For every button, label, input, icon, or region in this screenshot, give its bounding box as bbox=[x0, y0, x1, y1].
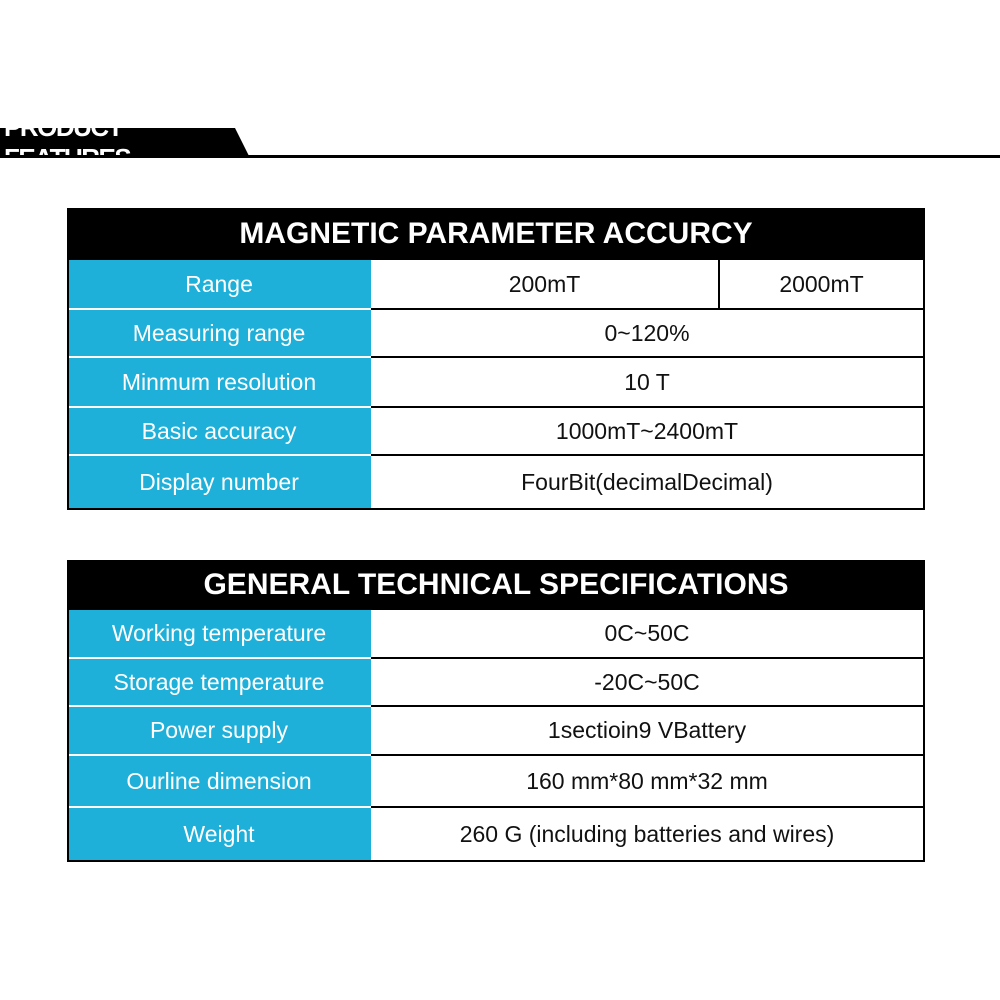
row-label: Working temperature bbox=[67, 610, 371, 659]
row-value: 10 T bbox=[371, 358, 925, 408]
row-label: Basic accuracy bbox=[67, 408, 371, 456]
table-title: MAGNETIC PARAMETER ACCURCY bbox=[67, 208, 925, 260]
row-label: Range bbox=[67, 260, 371, 310]
row-label: Storage temperature bbox=[67, 659, 371, 707]
section-header: PRODUCT FEATURES bbox=[0, 128, 250, 158]
row-value: -20C~50C bbox=[371, 659, 925, 707]
row-value: 200mT bbox=[371, 260, 720, 310]
row-value: 0C~50C bbox=[371, 610, 925, 659]
row-value: 0~120% bbox=[371, 310, 925, 358]
row-label: Measuring range bbox=[67, 310, 371, 358]
header-rule bbox=[0, 155, 1000, 158]
row-value: 160 mm*80 mm*32 mm bbox=[371, 756, 925, 808]
row-label: Ourline dimension bbox=[67, 756, 371, 808]
row-value: 1000mT~2400mT bbox=[371, 408, 925, 456]
row-label: Minmum resolution bbox=[67, 358, 371, 408]
row-label: Display number bbox=[67, 456, 371, 510]
row-label: Weight bbox=[67, 808, 371, 862]
row-value: 260 G (including batteries and wires) bbox=[371, 808, 925, 862]
row-label: Power supply bbox=[67, 707, 371, 756]
table-frame bbox=[67, 208, 925, 510]
row-value: 2000mT bbox=[720, 260, 925, 310]
table-title: GENERAL TECHNICAL SPECIFICATIONS bbox=[67, 560, 925, 610]
table-frame bbox=[67, 560, 925, 862]
